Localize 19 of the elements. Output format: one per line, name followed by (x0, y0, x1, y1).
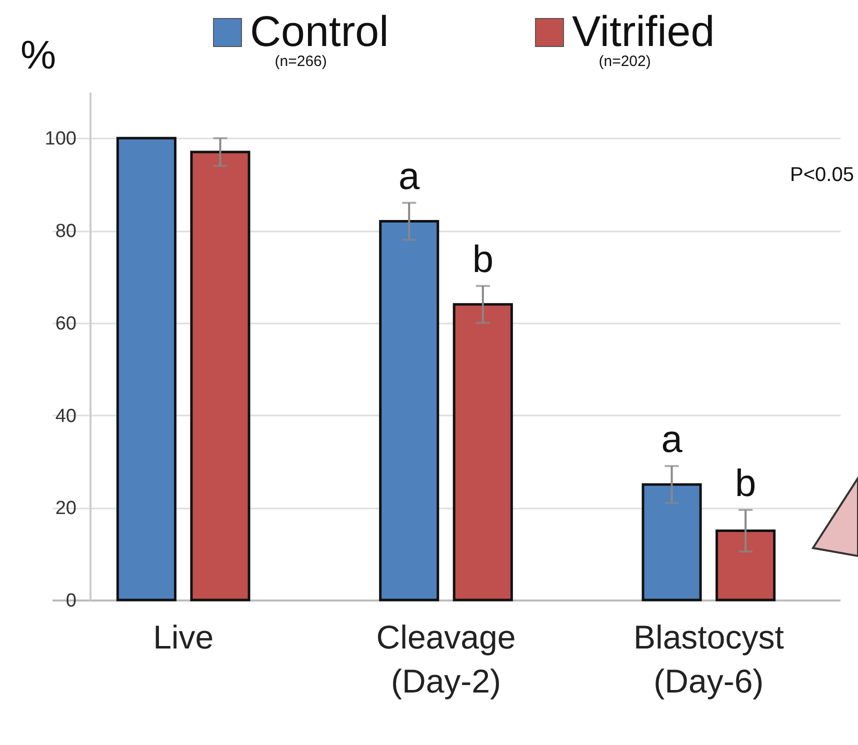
data-label: a (661, 419, 684, 462)
annotation: P<0.05 (790, 164, 854, 186)
legend-label: Vitrified (572, 8, 715, 56)
data-label: a (398, 156, 421, 198)
legend-label: Control (250, 8, 389, 56)
y-tick-label: 60 (55, 313, 76, 334)
y-tick-label: 0 (66, 590, 76, 612)
x-tick-label: Blastocyst (Day-6) (633, 618, 784, 700)
y-tick-label: 80 (55, 221, 76, 242)
text: (n=266) (274, 53, 328, 70)
x-tick-label: Live (153, 618, 214, 656)
x-tick-label: Cleavage (Day-2) (376, 618, 516, 700)
data-label: b (472, 238, 494, 281)
y-axis-title: % (20, 34, 56, 78)
y-tick-label: 20 (55, 498, 76, 520)
text: (n=202) (598, 53, 652, 70)
y-tick-label: 40 (55, 406, 76, 427)
data-label: b (734, 462, 756, 505)
y-tick-label: 100 (44, 128, 76, 150)
